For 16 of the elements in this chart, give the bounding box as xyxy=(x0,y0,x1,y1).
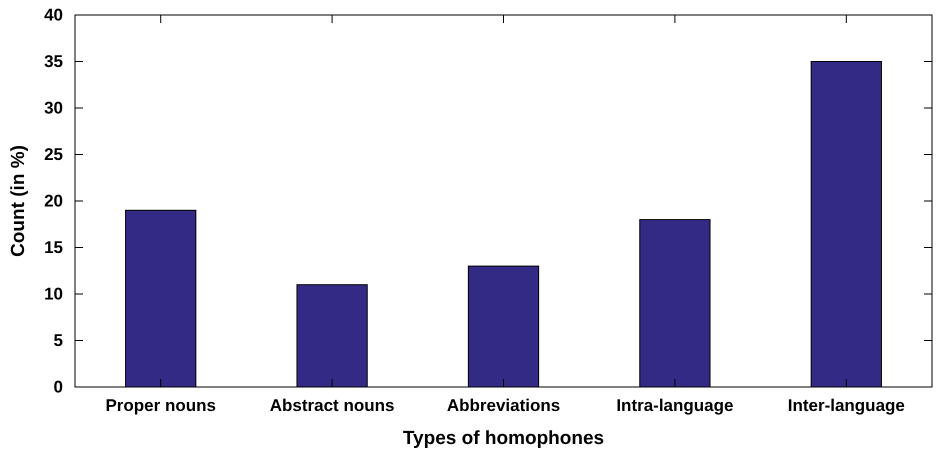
y-tick-label: 0 xyxy=(54,377,63,396)
x-tick-label: Inter-language xyxy=(788,396,905,416)
x-tick-label: Proper nouns xyxy=(105,396,216,416)
x-tick-label: Abstract nouns xyxy=(270,396,394,416)
x-axis-title: Types of homophones xyxy=(402,428,604,449)
y-tick-label: 5 xyxy=(54,330,63,350)
x-tick-label: Intra-language xyxy=(616,396,734,416)
y-tick-label: 15 xyxy=(44,238,63,257)
y-tick-label: 35 xyxy=(44,52,63,71)
y-tick-label: 40 xyxy=(44,5,63,24)
y-tick-label: 30 xyxy=(44,98,63,118)
y-tick-label: 20 xyxy=(44,191,63,210)
y-tick-label: 10 xyxy=(44,284,63,304)
x-tick-label: Abbreviations xyxy=(446,396,560,416)
y-tick-label: 25 xyxy=(44,144,63,164)
y-axis-title: Count (in %) xyxy=(8,145,29,257)
